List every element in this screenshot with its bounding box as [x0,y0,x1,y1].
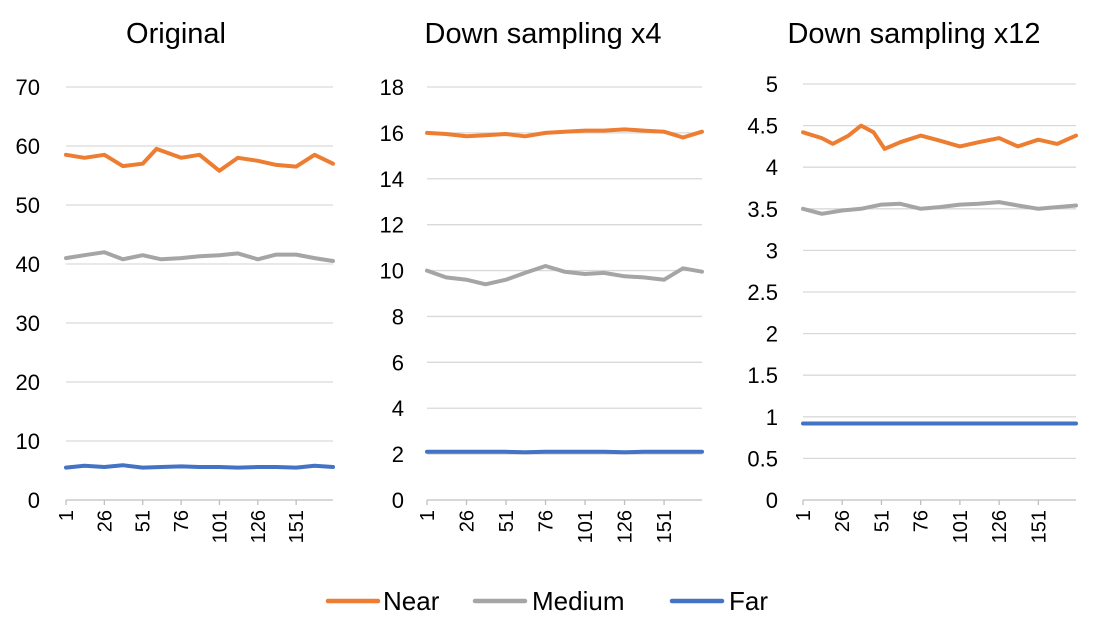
y-tick-label: 1 [766,405,778,430]
y-tick-label: 16 [380,121,404,146]
x-tick-label: 26 [94,510,116,532]
series-line-far [64,463,335,470]
y-tick-label: 0 [28,488,40,513]
y-tick-label: 60 [16,134,40,159]
chart-title: Down sampling x12 [787,18,1040,50]
y-tick-label: 70 [16,75,40,100]
series-line-medium [801,200,1078,216]
series-line-medium [425,264,704,287]
y-tick-label: 50 [16,193,40,218]
chart-title: Down sampling x4 [425,18,662,50]
y-tick-label: 3 [766,238,778,263]
series-line-near [425,127,704,140]
y-tick-label: 10 [380,259,404,284]
y-tick-label: 12 [380,213,404,238]
x-tick-label: 126 [615,510,637,543]
series-line-medium [64,250,335,263]
legend-label-near: Near [383,586,440,616]
y-tick-label: 2 [766,322,778,347]
series-line-far [425,449,704,455]
legend-label-medium: Medium [532,586,624,616]
x-tick-label: 51 [133,510,155,532]
x-tick-label: 51 [871,510,893,532]
y-tick-label: 4 [766,155,778,180]
x-tick-label: 26 [832,510,854,532]
series-line-near [801,123,1078,151]
x-tick-label: 101 [950,510,972,543]
x-tick-label: 101 [209,510,231,543]
x-tick-label: 76 [536,510,558,532]
y-tick-label: 0 [392,488,404,513]
x-tick-label: 126 [248,510,270,543]
x-tick-label: 126 [989,510,1011,543]
x-tick-label: 151 [286,510,308,543]
x-tick-label: 1 [793,510,815,521]
x-tick-label: 151 [654,510,676,543]
y-tick-label: 4 [392,396,404,421]
x-tick-label: 51 [496,510,518,532]
chart-title: Original [126,18,226,50]
x-tick-label: 101 [575,510,597,543]
legend-label-far: Far [729,586,768,616]
x-tick-label: 76 [911,510,933,532]
y-tick-label: 4.5 [747,114,778,139]
x-tick-label: 1 [56,510,78,521]
x-tick-label: 1 [417,510,439,521]
y-tick-label: 30 [16,311,40,336]
y-tick-label: 20 [16,370,40,395]
y-tick-label: 8 [392,304,404,329]
y-tick-label: 1.5 [747,363,778,388]
x-tick-label: 26 [457,510,479,532]
y-tick-label: 6 [392,350,404,375]
x-tick-label: 151 [1028,510,1050,543]
y-tick-label: 10 [16,429,40,454]
y-tick-label: 5 [766,72,778,97]
y-tick-label: 3.5 [747,197,778,222]
y-tick-label: 0 [766,488,778,513]
x-tick-label: 76 [171,510,193,532]
series-line-near [64,146,335,173]
y-tick-label: 2 [392,442,404,467]
legend: Near Medium Far [325,586,768,616]
y-tick-label: 0.5 [747,446,778,471]
y-tick-label: 40 [16,252,40,277]
y-tick-label: 18 [380,75,404,100]
y-tick-label: 14 [380,167,404,192]
y-tick-label: 2.5 [747,280,778,305]
